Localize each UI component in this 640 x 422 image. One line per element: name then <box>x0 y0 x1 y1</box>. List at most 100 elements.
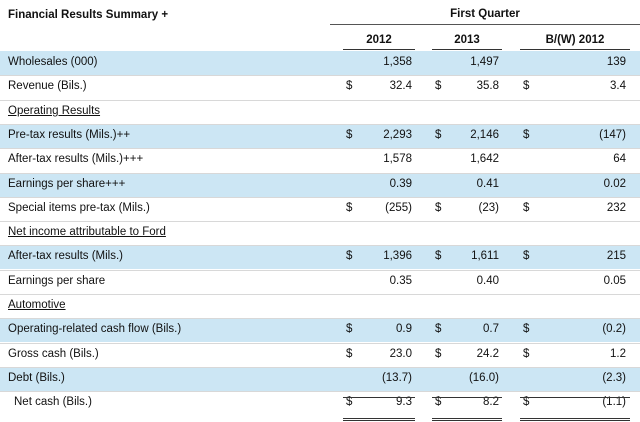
section-label: Net income attributable to Ford <box>8 226 166 239</box>
total-double-rule <box>343 418 415 419</box>
subtotal-rule <box>520 397 630 398</box>
row-label: Debt (Bils.) <box>8 371 65 384</box>
currency-symbol: $ <box>523 128 530 141</box>
row-divider <box>0 75 640 77</box>
row-divider <box>0 269 640 271</box>
currency-symbol: $ <box>435 396 442 409</box>
cell-value: 32.4 <box>389 80 412 93</box>
cell-value: (2.3) <box>602 371 626 384</box>
cell-value: 0.39 <box>389 177 412 190</box>
cell-value: 1,358 <box>383 56 412 68</box>
table-title: Financial Results Summary + <box>8 9 169 21</box>
cell-value: 1,578 <box>383 153 412 166</box>
currency-symbol: $ <box>523 396 530 409</box>
currency-symbol: $ <box>435 128 442 141</box>
row-divider <box>0 196 640 198</box>
cell-value: 8.2 <box>483 396 499 409</box>
row-divider <box>0 366 640 368</box>
row-divider <box>0 294 640 295</box>
period-underline <box>330 24 640 25</box>
cell-value: (0.2) <box>602 323 626 336</box>
cell-value: 1,642 <box>470 153 499 166</box>
row-label: Wholesales (000) <box>8 56 98 68</box>
table-row: Wholesales (000) 1,358 1,497 139 <box>0 51 640 75</box>
total-double-rule <box>520 418 630 419</box>
section-header-row: Operating Results <box>0 100 640 124</box>
column-header-bw-2012: B/(W) 2012 <box>545 34 605 46</box>
total-double-rule <box>520 420 630 421</box>
row-divider <box>0 123 640 125</box>
row-label: Net cash (Bils.) <box>14 396 92 409</box>
currency-symbol: $ <box>523 323 530 336</box>
column-header-2012: 2012 <box>366 34 392 46</box>
table-row: Earnings per share+++ 0.39 0.41 0.02 <box>0 172 640 197</box>
section-header-row: Net income attributable to Ford <box>0 221 640 245</box>
cell-value: 9.3 <box>396 396 412 409</box>
row-label: Operating-related cash flow (Bils.) <box>8 323 182 336</box>
cell-value: 3.4 <box>610 80 626 93</box>
cell-value: 24.2 <box>476 347 499 360</box>
currency-symbol: $ <box>435 323 442 336</box>
row-divider <box>0 148 640 150</box>
table-row: Debt (Bils.) (13.7) (16.0) (2.3) <box>0 366 640 391</box>
column-header-2013: 2013 <box>454 34 480 46</box>
cell-value: 0.7 <box>483 323 499 336</box>
currency-symbol: $ <box>346 323 353 336</box>
currency-symbol: $ <box>523 201 530 214</box>
cell-value: 0.9 <box>396 323 412 336</box>
currency-symbol: $ <box>435 80 442 93</box>
table-row: Net cash (Bils.) $9.3 $8.2 $ (1.1) <box>0 391 640 415</box>
cell-value: (147) <box>599 128 626 141</box>
row-label: After-tax results (Mils.)+++ <box>8 153 144 166</box>
section-label: Automotive <box>8 299 66 311</box>
row-divider <box>0 172 640 174</box>
row-label: Gross cash (Bils.) <box>8 347 99 360</box>
subtotal-rule <box>343 397 415 398</box>
table-row: After-tax results (Mils.)+++ 1,578 1,642 64 <box>0 148 640 172</box>
cell-value: 2,293 <box>383 128 412 141</box>
cell-value: 1,396 <box>383 250 412 263</box>
total-double-rule <box>432 420 502 421</box>
currency-symbol: $ <box>435 201 442 214</box>
cell-value: 1,611 <box>471 250 499 263</box>
row-label: Special items pre-tax (Mils.) <box>8 201 150 214</box>
cell-value: (16.0) <box>468 371 499 384</box>
row-label: Revenue (Bils.) <box>8 80 87 93</box>
cell-value: (23) <box>478 201 499 214</box>
cell-value: 0.02 <box>603 177 626 190</box>
currency-symbol: $ <box>346 396 353 409</box>
table-row: Pre-tax results (Mils.)++ $2,293 $2,146 $ (1… <box>0 123 640 148</box>
cell-value: 232 <box>606 201 626 214</box>
row-label: After-tax results (Mils.) <box>8 250 124 263</box>
currency-symbol: $ <box>346 201 353 214</box>
row-divider <box>0 245 640 247</box>
table-row: Earnings per share 0.35 0.40 0.05 <box>0 270 640 294</box>
cell-value: 215 <box>606 250 626 263</box>
column-header-rule <box>520 49 630 50</box>
currency-symbol: $ <box>435 347 442 360</box>
cell-value: 2,146 <box>470 128 499 141</box>
cell-value: 1.2 <box>610 347 626 360</box>
cell-value: 0.05 <box>603 274 626 287</box>
cell-value: 1,497 <box>470 56 499 68</box>
period-header: First Quarter <box>450 8 520 20</box>
currency-symbol: $ <box>523 347 530 360</box>
cell-value: (255) <box>385 201 412 214</box>
cell-value: (13.7) <box>381 371 412 384</box>
column-header-rule <box>343 49 415 50</box>
table-row: Revenue (Bils.) $32.4 $35.8 $3.4 <box>0 75 640 99</box>
cell-value: 0.35 <box>389 274 412 287</box>
row-divider <box>0 342 640 344</box>
cell-value: 139 <box>606 56 626 68</box>
cell-value: (1.1) <box>602 396 626 409</box>
row-label: Pre-tax results (Mils.)++ <box>8 128 131 141</box>
cell-value: 35.8 <box>476 80 499 93</box>
row-divider <box>0 221 640 223</box>
currency-symbol: $ <box>346 80 353 93</box>
row-label: Earnings per share+++ <box>8 177 126 190</box>
currency-symbol: $ <box>435 250 442 263</box>
table-row: Special items pre-tax (Mils.) $ (255) $ (23)… <box>0 197 640 221</box>
currency-symbol: $ <box>346 347 353 360</box>
row-divider <box>0 391 640 393</box>
row-label: Earnings per share <box>8 274 106 287</box>
